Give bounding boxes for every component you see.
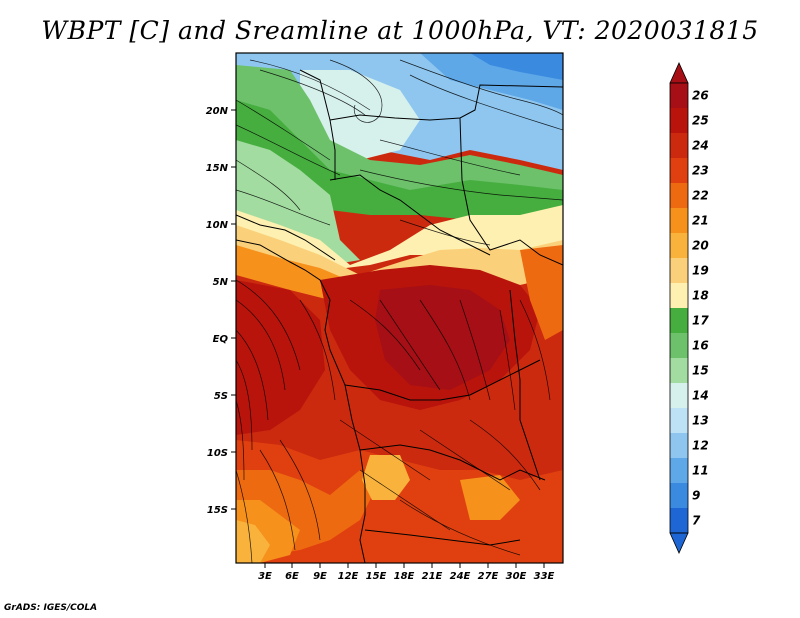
region-22e bbox=[520, 245, 563, 340]
lat-label: 5N bbox=[213, 277, 229, 288]
colorbar-swatch bbox=[670, 333, 688, 359]
colorbar-label: 20 bbox=[692, 239, 709, 253]
colorbar-swatch bbox=[670, 358, 688, 384]
map-panel bbox=[236, 53, 563, 563]
colorbar-swatch bbox=[670, 508, 688, 534]
map-frame bbox=[235, 52, 564, 564]
colorbar-swatch bbox=[670, 458, 688, 484]
region-11c bbox=[470, 53, 563, 80]
lat-label: 10S bbox=[207, 448, 228, 459]
lon-label: 18E bbox=[394, 571, 415, 582]
lon-label: 15E bbox=[366, 571, 387, 582]
colorbar-label: 26 bbox=[692, 89, 709, 103]
colorbar-swatch bbox=[670, 233, 688, 259]
region-25w bbox=[236, 280, 325, 435]
longitude-axis: 3E 6E 9E 12E 15E 18E 21E 24E 27E 30E 33E bbox=[258, 563, 555, 582]
colorbar-label: 22 bbox=[692, 189, 709, 203]
colorbar-swatch bbox=[670, 258, 688, 284]
colorbar-swatch bbox=[670, 408, 688, 434]
streamlines bbox=[236, 59, 563, 563]
colorbar-label: 16 bbox=[692, 339, 709, 353]
colorbar-swatch bbox=[670, 83, 688, 109]
colorbar-label: 7 bbox=[692, 514, 701, 528]
colorbar-swatch bbox=[670, 183, 688, 209]
colorbar-label: 17 bbox=[692, 314, 709, 328]
colorbar-swatch bbox=[670, 158, 688, 184]
region-20se bbox=[362, 455, 410, 500]
lat-label: 15N bbox=[206, 163, 229, 174]
colorbar-swatch bbox=[670, 483, 688, 509]
colorbar-swatch bbox=[670, 283, 688, 309]
colorbar-swatch bbox=[670, 383, 688, 409]
lon-label: 21E bbox=[422, 571, 443, 582]
footer-credit: GrADS: IGES/COLA bbox=[4, 603, 98, 613]
colorbar-top-arrow bbox=[669, 62, 689, 84]
lon-label: 24E bbox=[450, 571, 471, 582]
colorbar-label: 21 bbox=[692, 214, 709, 228]
lon-label: 33E bbox=[534, 571, 555, 582]
colorbar-swatch bbox=[670, 433, 688, 459]
lon-label: 12E bbox=[338, 571, 359, 582]
colorbar-label: 23 bbox=[692, 164, 709, 178]
lon-label: 30E bbox=[506, 571, 527, 582]
lat-label: 5S bbox=[214, 391, 228, 402]
colorbar-swatch bbox=[670, 108, 688, 134]
colorbar-label: 14 bbox=[692, 389, 709, 403]
colorbar-label: 11 bbox=[692, 464, 709, 478]
lon-label: 6E bbox=[285, 571, 299, 582]
region-16b bbox=[236, 140, 360, 265]
colorbar-label: 15 bbox=[692, 364, 709, 378]
coastlines bbox=[236, 69, 563, 563]
lat-label: 15S bbox=[207, 505, 228, 516]
colorbar-label: 18 bbox=[692, 289, 709, 303]
colorbar-label: 13 bbox=[692, 414, 709, 428]
colorbar-swatch bbox=[670, 133, 688, 159]
colorbar-label: 25 bbox=[692, 114, 709, 128]
lat-label: 10N bbox=[206, 220, 229, 231]
lon-label: 3E bbox=[258, 571, 272, 582]
colorbar-label: 24 bbox=[692, 139, 709, 153]
colorbar-label: 12 bbox=[692, 439, 709, 453]
colorbar-swatch bbox=[670, 308, 688, 334]
map-title: WBPT [C] and Sreamline at 1000hPa, VT: 2… bbox=[41, 16, 759, 45]
colorbar-swatch bbox=[670, 208, 688, 234]
colorbar-bottom-arrow bbox=[669, 532, 689, 554]
region-26c bbox=[375, 285, 510, 390]
lon-label: 9E bbox=[313, 571, 327, 582]
colorbar-outline bbox=[669, 82, 689, 534]
colorbar: 26 25 24 23 22 21 20 19 18 17 16 15 14 13 12 11 9 7 bbox=[669, 62, 709, 554]
lon-label: 27E bbox=[478, 571, 499, 582]
lat-label: EQ bbox=[213, 334, 229, 345]
region-20s bbox=[236, 520, 270, 563]
lat-label: 20N bbox=[206, 106, 229, 117]
colorbar-label: 19 bbox=[692, 264, 709, 278]
colorbar-label: 9 bbox=[692, 489, 700, 503]
latitude-axis: 20N 15N 10N 5N EQ 5S 10S 15S bbox=[206, 106, 236, 516]
